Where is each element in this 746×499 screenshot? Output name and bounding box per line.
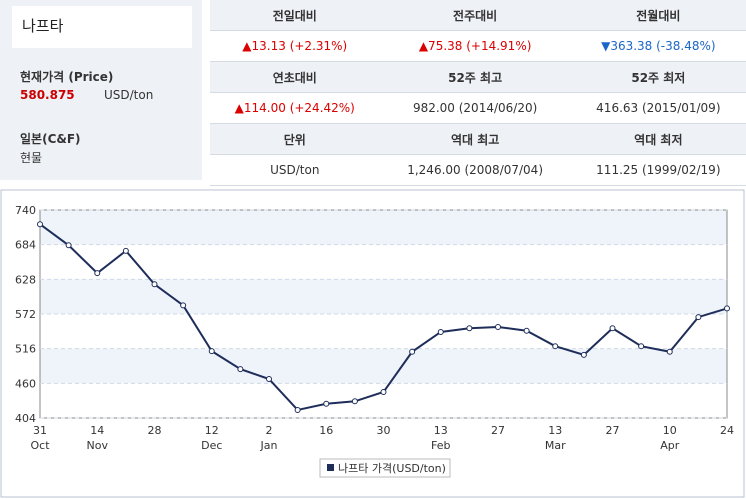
band [40,279,727,314]
x-month-label: Feb [431,439,450,452]
x-month-label: Nov [87,439,109,452]
point [552,343,559,350]
x-month-label: Mar [545,439,566,452]
summary-panel: 나프타 현재가격 (Price) 580.875 USD/ton 일본(C&F)… [0,0,202,180]
chart: 404 460 516 572 628 684 740 31 Oct 14 Nov 28 12 Dec 2 J… [0,189,745,498]
point [37,221,43,228]
point [180,302,187,309]
x-month-label: Apr [660,439,680,452]
y-tick-label: 460 [15,377,36,390]
cell: 52주 최고 [379,61,571,93]
x-tick-label: 13 [434,424,448,437]
y-tick-label: 516 [15,343,36,356]
cell: 연초대비 [210,61,380,93]
point [266,376,272,382]
market-type: 현물 [20,151,43,165]
x-tick-label: 16 [319,424,333,437]
y-tick-label: 628 [15,273,36,286]
y-tick-label: 404 [15,412,36,425]
point [94,270,101,277]
market: 일본(C&F) [20,132,81,146]
x-tick-label: 24 [720,424,734,437]
x-month-label: Dec [201,439,222,452]
point [294,406,301,413]
cell: ▲13.13 (+2.31%) [210,30,380,62]
cell: ▼363.38 (-38.48%) [570,30,746,62]
point [609,325,616,332]
point [65,242,72,249]
cell: 1,246.00 (2008/07/04) [379,154,571,186]
x-tick-label: 30 [377,424,391,437]
x-tick-label: 27 [491,424,505,437]
point [695,314,702,321]
cell: 전주대비 [379,0,571,31]
x-tick-label: 31 [33,424,47,437]
cell: 단위 [210,123,380,155]
cell: 역대 최고 [379,123,571,155]
x-tick-label: 13 [548,424,562,437]
cell: 982.00 (2014/06/20) [379,92,571,124]
cell: 역대 최저 [570,123,746,155]
point [151,281,158,288]
cell: USD/ton [210,154,380,186]
legend-swatch [327,464,334,471]
point [666,348,673,355]
x-tick-label: 10 [663,424,677,437]
cell: ▲114.00 (+24.42%) [210,92,380,124]
point [466,325,473,332]
price-label: 현재가격 (Price) [20,70,114,84]
point [208,348,215,355]
x-tick-label: 2 [266,424,273,437]
point [237,366,244,373]
cell: 52주 최저 [570,61,746,93]
cell: 전일대비 [210,0,380,31]
point [495,324,501,330]
band [40,210,727,245]
point [523,327,530,334]
cell: ▲75.38 (+14.91%) [379,30,571,62]
price: 580.875 [20,88,75,102]
legend [319,458,451,478]
x-tick-label: 12 [205,424,219,437]
band [40,348,727,384]
x-tick-label: 27 [606,424,620,437]
point [351,398,358,405]
point [122,247,129,254]
y-tick-label: 740 [15,204,36,217]
stats-table: 전일대비 전주대비 전월대비 ▲13.13 (+2.31%) ▲75.38 (+14.9… [210,0,746,186]
x-tick-label: 28 [148,424,162,437]
cell: 111.25 (1999/02/19) [570,154,746,186]
cell: 416.63 (2015/01/09) [570,92,746,124]
point [638,343,645,350]
x-month-label: Oct [30,439,50,452]
point [409,348,416,355]
point [380,389,387,395]
y-tick-label: 684 [15,239,36,252]
cell: 전월대비 [570,0,746,31]
unit: USD/ton [104,88,154,102]
y-tick-label: 572 [15,308,36,321]
point [724,305,730,312]
name: 나프타 [12,6,192,48]
x-month-label: Jan [260,439,278,452]
legend-label: 나프타 가격(USD/ton) [338,462,446,475]
x-tick-label: 14 [90,424,104,437]
point [437,328,444,335]
point [580,351,587,358]
point [323,400,330,407]
